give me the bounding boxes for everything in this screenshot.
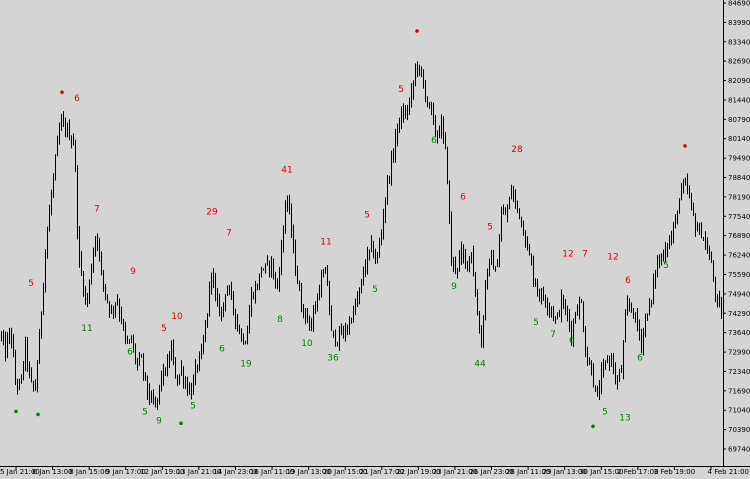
y-tick-label: 81440 <box>728 96 750 104</box>
low-count-label: 9 <box>451 282 457 292</box>
high-count-label: 29 <box>206 208 218 218</box>
y-tick-label: 82690 <box>728 58 750 66</box>
y-tick-label: 78190 <box>728 193 750 201</box>
low-dot-marker <box>14 409 18 414</box>
x-tick-label: 3 Feb 19:00 <box>654 468 695 476</box>
x-tick-label: 22 Jan 19:00 <box>396 468 440 476</box>
low-count-label: 6 <box>569 336 575 346</box>
high-dot-marker <box>415 29 419 33</box>
x-tick-label: 29 Jan 13:00 <box>543 468 587 476</box>
y-tick-label: 83990 <box>728 19 750 27</box>
y-tick-label: 76890 <box>728 232 750 240</box>
y-tick-label: 72340 <box>728 368 750 376</box>
high-count-label: 7 <box>582 249 588 259</box>
low-count-label: 10 <box>301 339 313 349</box>
high-count-label: 10 <box>171 312 183 322</box>
high-count-label: 9 <box>130 267 136 277</box>
x-tick-label: 14 Jan 23:00 <box>213 468 257 476</box>
high-count-label: 6 <box>625 276 631 286</box>
high-count-label: 5 <box>28 279 34 289</box>
x-tick-label: 9 Jan 17:00 <box>106 468 146 476</box>
low-count-label: 13 <box>619 413 630 423</box>
low-count-label: 6 <box>431 136 437 146</box>
low-count-label: 8 <box>277 315 283 325</box>
x-tick-label: 2 Feb 17:00 <box>617 468 658 476</box>
y-tick-label: 70390 <box>728 426 750 434</box>
high-count-label: 6 <box>460 193 466 203</box>
y-tick-label: 73640 <box>728 329 750 337</box>
x-tick-label: 23 Jan 21:00 <box>433 468 477 476</box>
y-tick-label: 75590 <box>728 271 750 279</box>
y-tick-label: 77540 <box>728 213 750 221</box>
low-count-label: 19 <box>240 360 252 370</box>
high-count-label: 5 <box>398 85 404 95</box>
y-tick-label: 76240 <box>728 252 750 260</box>
high-count-label: 41 <box>281 166 292 176</box>
high-count-label: 7 <box>94 205 100 215</box>
low-count-label: 6 <box>219 345 225 355</box>
x-tick-label: 12 Jan 19:00 <box>140 468 184 476</box>
x-tick-label: 13 Jan 21:00 <box>177 468 221 476</box>
y-tick-label: 83340 <box>728 38 750 46</box>
low-count-label: 5 <box>663 261 669 271</box>
x-tick-label: 6 Jan 13:00 <box>33 468 73 476</box>
low-count-label: 5 <box>533 318 539 328</box>
y-tick-label: 74290 <box>728 310 750 318</box>
y-tick-label: 71040 <box>728 407 750 415</box>
high-count-label: 12 <box>562 249 573 259</box>
low-count-label: 36 <box>327 354 339 364</box>
x-tick-label: 19 Jan 13:00 <box>286 468 330 476</box>
high-count-label: 5 <box>161 324 167 334</box>
high-dot-marker <box>60 90 64 94</box>
high-count-label: 12 <box>607 252 618 262</box>
x-tick-label: 16 Jan 11:00 <box>250 468 294 476</box>
high-count-label: 28 <box>511 145 523 155</box>
high-count-label: 5 <box>487 222 493 232</box>
high-count-label: 6 <box>74 94 80 104</box>
low-count-label: 9 <box>156 416 162 426</box>
high-count-label: 7 <box>226 228 232 238</box>
price-axis: 84690 83990 83340 82690 82090 81440 80790 80140… <box>723 0 750 454</box>
low-count-label: 6 <box>637 354 643 364</box>
y-tick-label: 69740 <box>728 446 750 454</box>
x-tick-label: 5 Jan 21:00 <box>0 468 40 476</box>
low-count-label: 5 <box>142 407 148 417</box>
y-tick-label: 79490 <box>728 155 750 163</box>
x-tick-label: 20 Jan 15:00 <box>323 468 367 476</box>
y-tick-label: 84690 <box>728 0 750 8</box>
candles <box>1 61 722 411</box>
x-tick-label: 28 Jan 11:00 <box>506 468 550 476</box>
low-count-label: 11 <box>81 324 92 334</box>
y-tick-label: 78840 <box>728 174 750 182</box>
low-dot-marker <box>591 424 595 429</box>
x-tick-label: 21 Jan 17:00 <box>360 468 404 476</box>
y-tick-label: 71690 <box>728 387 750 395</box>
time-axis: 5 Jan 21:006 Jan 13:008 Jan 15:009 Jan 1… <box>0 466 749 476</box>
x-tick-label: 8 Jan 15:00 <box>69 468 109 476</box>
y-tick-label: 80790 <box>728 116 750 124</box>
x-tick-label: 4 Feb 21:00 <box>708 468 749 476</box>
low-dot-marker <box>179 421 183 426</box>
low-count-label: 5 <box>372 285 378 295</box>
low-count-label: 6 <box>127 348 133 358</box>
low-count-label: 5 <box>602 407 608 417</box>
low-dot-marker <box>36 412 40 417</box>
low-count-label: 7 <box>550 330 556 340</box>
high-count-label: 5 <box>364 210 370 220</box>
high-dot-marker <box>683 144 687 148</box>
x-tick-label: 30 Jan 15:00 <box>579 468 623 476</box>
y-tick-label: 80140 <box>728 135 750 143</box>
x-tick-label: 26 Jan 23:00 <box>469 468 513 476</box>
low-count-label: 5 <box>190 401 196 411</box>
y-tick-label: 74940 <box>728 290 750 298</box>
y-tick-label: 82090 <box>728 77 750 85</box>
low-count-label: 44 <box>474 360 486 370</box>
y-tick-label: 72990 <box>728 349 750 357</box>
high-count-label: 11 <box>320 237 331 247</box>
